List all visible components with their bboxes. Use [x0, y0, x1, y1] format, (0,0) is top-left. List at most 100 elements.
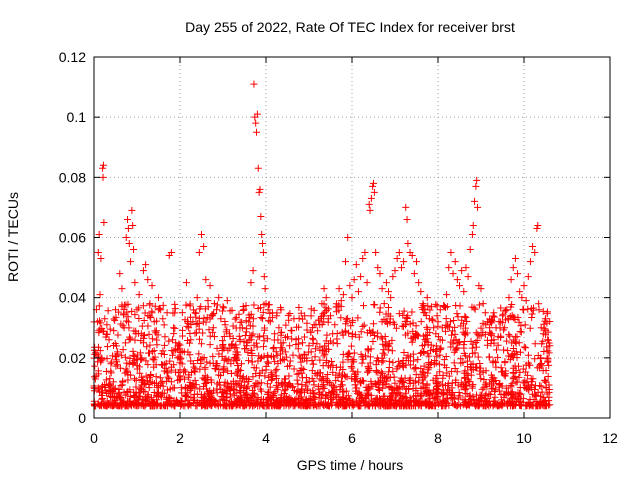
- data-point: [140, 334, 148, 342]
- data-point: [483, 341, 491, 349]
- data-point: [269, 392, 277, 400]
- data-point: [106, 380, 114, 388]
- data-point: [311, 345, 319, 353]
- data-point: [311, 353, 319, 361]
- data-point: [151, 399, 159, 407]
- data-point: [378, 285, 386, 293]
- data-point: [367, 194, 375, 202]
- data-point: [518, 294, 526, 302]
- data-point: [99, 161, 107, 169]
- data-point: [220, 345, 228, 353]
- data-point: [138, 373, 146, 381]
- data-point: [472, 182, 480, 190]
- data-point: [385, 304, 393, 312]
- data-point: [479, 368, 487, 376]
- data-point: [544, 336, 552, 344]
- data-point: [407, 334, 415, 342]
- data-point: [497, 364, 505, 372]
- data-point: [529, 243, 537, 251]
- data-point: [122, 301, 130, 309]
- data-point: [236, 401, 244, 409]
- data-point: [272, 348, 280, 356]
- data-point: [507, 276, 515, 284]
- data-point: [133, 361, 141, 369]
- data-point: [102, 376, 110, 384]
- data-point: [312, 402, 320, 410]
- data-point: [282, 399, 290, 407]
- data-point: [305, 377, 313, 385]
- data-point: [96, 401, 104, 409]
- data-point: [354, 314, 362, 322]
- data-point: [321, 342, 329, 350]
- data-point: [193, 329, 201, 337]
- data-point: [375, 384, 383, 392]
- data-point: [273, 312, 281, 320]
- data-point: [528, 314, 536, 322]
- data-point: [322, 294, 330, 302]
- data-point: [400, 258, 408, 266]
- data-point: [404, 240, 412, 248]
- data-point: [364, 346, 372, 353]
- data-point: [209, 352, 217, 360]
- data-point: [348, 294, 356, 302]
- y-axis-ticks: 0 0.02 0.04 0.06 0.08 0.1 0.12: [59, 49, 610, 426]
- data-point: [540, 347, 548, 355]
- data-point: [136, 369, 144, 377]
- data-point: [433, 372, 441, 380]
- data-point: [419, 380, 427, 388]
- data-point: [202, 276, 210, 284]
- data-point: [285, 380, 293, 388]
- data-point: [382, 310, 390, 318]
- x-tick-label: 8: [434, 430, 442, 446]
- data-point: [113, 361, 121, 369]
- data-point: [104, 389, 112, 397]
- data-point: [514, 270, 522, 278]
- data-point: [133, 306, 141, 314]
- data-point: [299, 339, 307, 347]
- data-point: [291, 402, 299, 410]
- data-point: [131, 336, 139, 344]
- data-point: [401, 374, 409, 382]
- data-point: [122, 317, 130, 325]
- data-point: [91, 401, 99, 409]
- data-point: [324, 371, 332, 379]
- data-point: [531, 390, 539, 398]
- data-point: [448, 394, 456, 402]
- data-point: [117, 351, 125, 359]
- data-point: [473, 401, 481, 409]
- data-point: [228, 400, 236, 408]
- data-point: [528, 378, 536, 386]
- data-point: [389, 318, 397, 326]
- data-point: [99, 164, 107, 172]
- data-point: [329, 330, 337, 338]
- data-point: [372, 249, 380, 257]
- data-point: [139, 302, 147, 310]
- data-point: [516, 288, 524, 296]
- data-point: [545, 361, 553, 369]
- data-point: [483, 398, 491, 406]
- data-point: [170, 396, 178, 404]
- data-point: [302, 373, 310, 381]
- data-point: [278, 344, 286, 352]
- data-point: [355, 402, 363, 410]
- data-point: [350, 349, 358, 357]
- data-point: [461, 367, 469, 375]
- data-point: [237, 360, 245, 368]
- data-point: [114, 331, 122, 339]
- data-point: [509, 345, 517, 353]
- data-point: [512, 339, 520, 347]
- data-point: [337, 314, 345, 322]
- y-tick-label: 0.06: [59, 230, 86, 246]
- data-point: [349, 316, 357, 324]
- data-point: [242, 389, 250, 397]
- data-point: [165, 394, 173, 402]
- data-point: [519, 305, 527, 313]
- data-point: [328, 381, 336, 389]
- data-point: [249, 373, 257, 381]
- data-point: [259, 240, 267, 248]
- data-point: [472, 329, 480, 337]
- data-point: [110, 402, 118, 410]
- data-point: [463, 363, 471, 371]
- data-point: [436, 368, 444, 376]
- data-point: [98, 382, 106, 390]
